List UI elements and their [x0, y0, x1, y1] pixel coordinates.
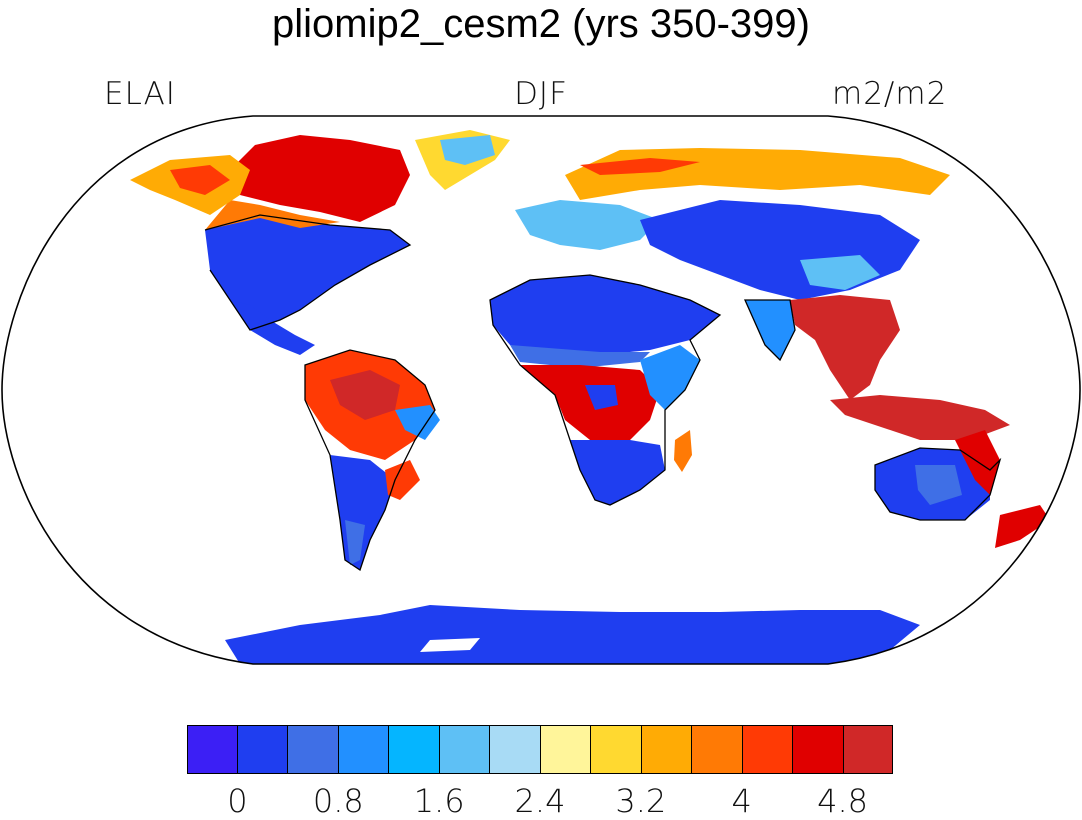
- maritime-continent-region: [830, 395, 1010, 440]
- colorbar-swatch: [288, 725, 339, 774]
- central-africa-region: [520, 365, 660, 440]
- colorbar-swatch: [237, 725, 288, 774]
- alaska-red: [170, 165, 230, 195]
- colorbar-swatch: [439, 725, 490, 774]
- colorbar-swatch: [540, 725, 591, 774]
- colorbar-swatch: [490, 725, 541, 774]
- colorbar-swatch: [641, 725, 692, 774]
- colorbar-tick-label: 4: [731, 782, 752, 820]
- antarctica-white-patch: [420, 638, 480, 652]
- units-label: m2/m2: [832, 76, 948, 112]
- southeast-asia-region: [790, 295, 900, 400]
- congo-blue-center: [585, 385, 618, 410]
- india-region: [745, 300, 795, 360]
- colorbar-swatch: [389, 725, 440, 774]
- canada-boreal-region: [230, 135, 410, 222]
- sahara-region: [490, 275, 720, 355]
- madagascar-region: [674, 430, 692, 472]
- world-map: [1, 115, 1081, 665]
- siberia-north-region: [565, 148, 950, 200]
- asia-lightblue: [800, 255, 880, 290]
- east-africa-region: [640, 345, 700, 410]
- united-states-region: [205, 215, 410, 330]
- new-zealand-region: [995, 505, 1050, 548]
- sahel-blue: [510, 345, 650, 368]
- colorbar-tick-label: 3.2: [615, 782, 667, 820]
- colorbar-tick-label: 4.8: [817, 782, 869, 820]
- antarctica-region: [225, 605, 920, 664]
- colorbar-swatch: [742, 725, 793, 774]
- southern-africa-region: [570, 440, 665, 505]
- patagonia-blue: [345, 520, 365, 565]
- plot-title: pliomip2_cesm2 (yrs 350-399): [271, 2, 810, 46]
- variable-label: ELAI: [104, 76, 176, 112]
- colorbar-tick-label: 1.6: [413, 782, 465, 820]
- europe-region: [515, 200, 660, 250]
- colorbar-swatch: [591, 725, 642, 774]
- colorbar-tick-label: 2.4: [514, 782, 566, 820]
- colorbar-swatch: [843, 725, 893, 774]
- colorbar-tick-label: 0.8: [312, 782, 364, 820]
- colorbar-swatch: [338, 725, 389, 774]
- colorbar-swatch: [793, 725, 844, 774]
- brazil-east-blue: [395, 405, 440, 440]
- canada-orange-band: [205, 200, 340, 230]
- colorbar-swatch: [187, 725, 238, 774]
- greenland-blue: [440, 135, 495, 165]
- colorbar-swatch: [692, 725, 743, 774]
- south-america-east-red: [385, 460, 420, 500]
- colorbar: [187, 725, 893, 774]
- australia-east-region: [955, 430, 1000, 495]
- amazon-deep-red: [330, 370, 400, 420]
- map-outline: [1, 115, 1081, 665]
- mexico-region: [230, 300, 315, 355]
- siberia-red-band: [580, 158, 700, 175]
- season-label: DJF: [514, 76, 568, 112]
- australia-interior-blue: [915, 465, 962, 505]
- central-asia-region: [640, 200, 920, 300]
- colorbar-tick-label: 0: [227, 782, 248, 820]
- coastlines: [204, 214, 1002, 572]
- southern-south-america-region: [330, 455, 395, 570]
